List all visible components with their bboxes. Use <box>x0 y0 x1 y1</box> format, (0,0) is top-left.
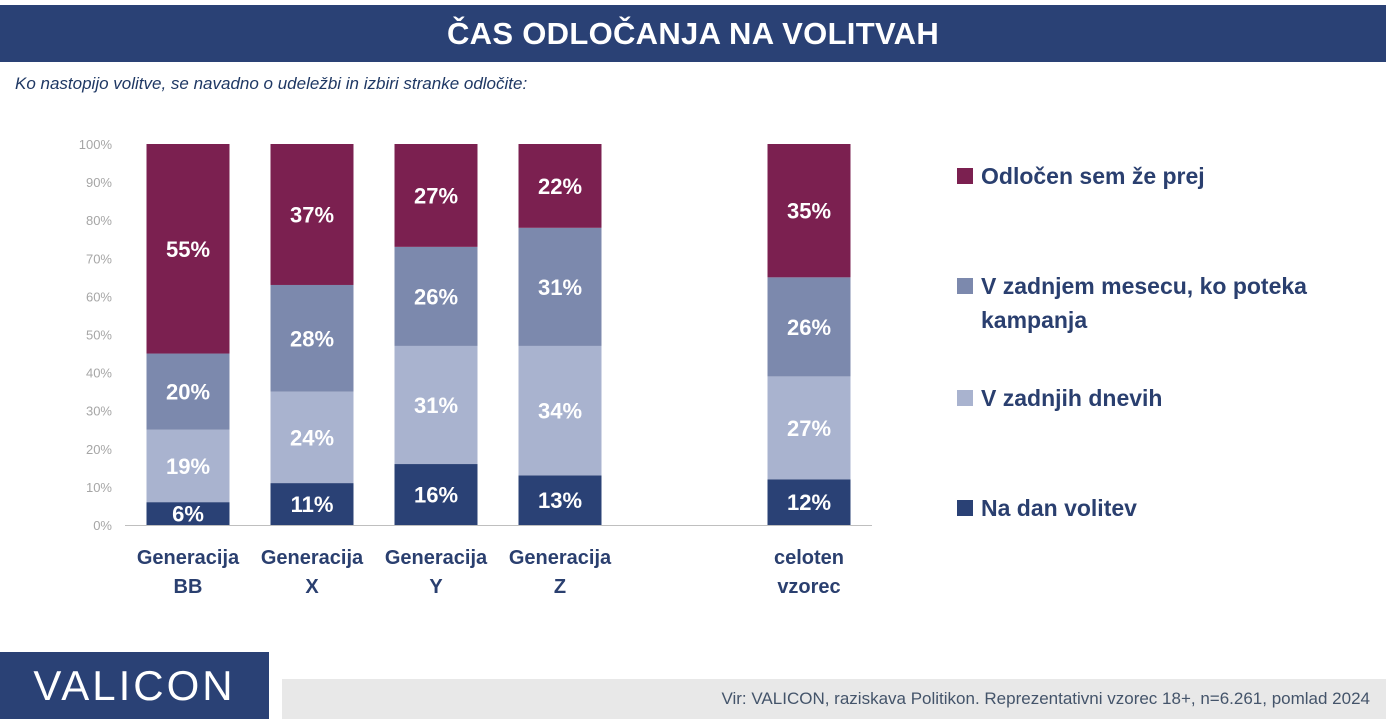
chart-subtitle: Ko nastopijo volitve, se navadno o udele… <box>15 74 528 93</box>
data-label: 28% <box>290 326 334 351</box>
data-label: 16% <box>414 483 458 508</box>
bar-segment <box>270 391 354 484</box>
y-tick-label: 0% <box>93 518 112 533</box>
legend-swatch <box>957 500 973 516</box>
y-tick-label: 80% <box>86 213 112 228</box>
bar-segment <box>394 345 478 465</box>
bar-segment <box>518 475 602 525</box>
category-label: Generacija <box>509 547 612 569</box>
legend-label: Odločen sem že prej <box>981 163 1205 189</box>
legend-label: V zadnjih dnevih <box>981 385 1162 411</box>
data-label: 26% <box>414 284 458 309</box>
bar-segment <box>146 144 230 354</box>
data-label: 35% <box>787 199 831 224</box>
bar-segment <box>270 483 354 525</box>
data-label: 27% <box>414 183 458 208</box>
legend-swatch <box>957 168 973 184</box>
legend-swatch <box>957 278 973 294</box>
y-tick-label: 10% <box>86 480 112 495</box>
data-label: 19% <box>166 454 210 479</box>
data-label: 31% <box>538 275 582 300</box>
stacked-bar-chart: 0% 10% 20% 30% 40% 50% 60% 70% 80% 90% 100% 6% 19% 20… <box>79 137 1307 598</box>
legend-label: V zadnjem mesecu, ko poteka <box>981 273 1307 299</box>
y-tick-label: 50% <box>86 328 112 343</box>
data-label: 13% <box>538 488 582 513</box>
bar-segment <box>394 144 478 247</box>
bar-segment <box>394 246 478 346</box>
y-tick-label: 40% <box>86 366 112 381</box>
bar-segment <box>146 502 230 525</box>
bar-segment <box>767 277 851 377</box>
bar-segment <box>146 353 230 430</box>
category-label: BB <box>174 576 203 598</box>
bar-segment <box>394 464 478 525</box>
bar-segment <box>270 284 354 392</box>
source-note: Vir: VALICON, raziskava Politikon. Repre… <box>282 679 1386 719</box>
data-label: 26% <box>787 315 831 340</box>
bar-segment <box>767 479 851 525</box>
data-label: 11% <box>291 492 334 517</box>
data-label: 20% <box>166 380 210 405</box>
bar-segment <box>518 144 602 228</box>
data-label: 31% <box>414 393 458 418</box>
bar-segment <box>518 345 602 476</box>
category-label: celoten <box>774 547 844 569</box>
bar-segment <box>518 227 602 346</box>
bar-segment <box>767 376 851 480</box>
category-label: Generacija <box>137 547 240 569</box>
category-label: X <box>305 576 319 598</box>
data-label: 34% <box>538 399 582 424</box>
bar-segment <box>146 429 230 503</box>
category-label: Generacija <box>261 547 364 569</box>
legend-label: Na dan volitev <box>981 495 1137 521</box>
y-tick-label: 100% <box>79 137 113 152</box>
data-label: 12% <box>787 490 831 515</box>
bar-segment <box>270 144 354 285</box>
data-label: 55% <box>166 237 210 262</box>
y-tick-label: 20% <box>86 442 112 457</box>
data-label: 37% <box>290 202 334 227</box>
chart-title: ČAS ODLOČANJA NA VOLITVAH <box>0 5 1386 62</box>
data-label: 24% <box>290 425 334 450</box>
data-label: 22% <box>538 174 582 199</box>
y-tick-label: 30% <box>86 404 112 419</box>
data-label: 6% <box>172 502 204 527</box>
bar-segment <box>767 144 851 278</box>
legend-swatch <box>957 390 973 406</box>
y-tick-label: 70% <box>86 251 112 266</box>
valicon-logo: VALICON <box>0 652 269 719</box>
legend-label: kampanja <box>981 307 1087 333</box>
category-label: Y <box>429 576 443 598</box>
category-label: Z <box>554 576 566 598</box>
data-label: 27% <box>787 416 831 441</box>
category-label: vzorec <box>777 576 840 598</box>
y-tick-label: 60% <box>86 289 112 304</box>
y-tick-label: 90% <box>86 175 112 190</box>
category-label: Generacija <box>385 547 488 569</box>
